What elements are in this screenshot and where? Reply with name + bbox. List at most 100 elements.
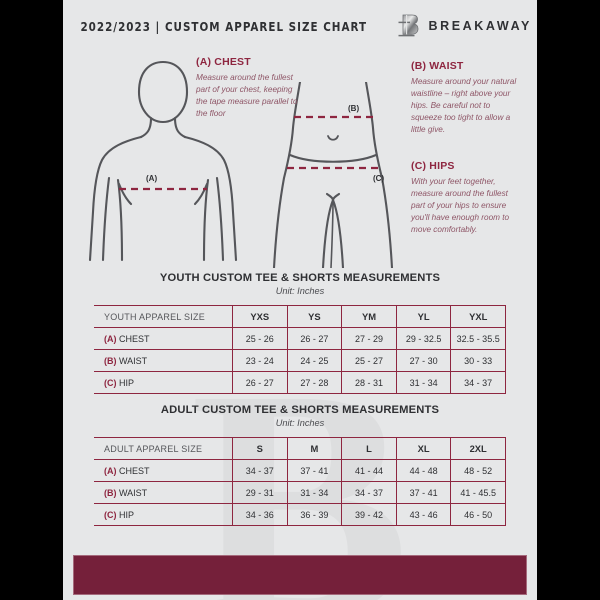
lower-body-hips-figure (272, 82, 394, 268)
youth-row-header-label: YOUTH APPAREL SIZE (94, 305, 233, 328)
adult-cell-1-1: 31 - 34 (287, 481, 343, 504)
youth-section-head: YOUTH CUSTOM TEE & SHORTS MEASUREMENTS U… (63, 272, 537, 296)
waist-heading: (B) WAIST (411, 60, 464, 72)
adult-col-1: M (287, 437, 343, 460)
adult-cell-1-3: 37 - 41 (396, 481, 452, 504)
youth-cell-2-2: 28 - 31 (341, 371, 397, 394)
table-row: (C) HIP 34 - 36 36 - 39 39 - 42 43 - 46 … (94, 503, 506, 526)
youth-cell-1-4: 30 - 33 (450, 349, 506, 372)
row-label: WAIST (119, 355, 148, 366)
youth-section: YOUTH CUSTOM TEE & SHORTS MEASUREMENTS U… (63, 272, 537, 394)
row-label: HIP (119, 509, 135, 520)
adult-col-2: L (341, 437, 397, 460)
youth-cell-0-2: 27 - 29 (341, 327, 397, 350)
adult-cell-0-2: 41 - 44 (341, 459, 397, 482)
youth-cell-0-0: 25 - 26 (232, 327, 288, 350)
youth-cell-0-1: 26 - 27 (287, 327, 343, 350)
youth-size-table: YOUTH APPAREL SIZE YXS YS YM YL YXL (A) … (94, 305, 506, 394)
size-chart-page: B 2022/2023 | CUSTOM APPAREL SIZE CHART (63, 0, 537, 600)
youth-cell-0-3: 29 - 32.5 (396, 327, 452, 350)
waist-instructions: (B) WAIST Measure around your natural wa… (411, 60, 523, 135)
youth-cell-1-3: 27 - 30 (396, 349, 452, 372)
brand-name: BREAKAWAY (428, 19, 532, 33)
breakaway-b-monogram-icon (398, 14, 419, 37)
youth-col-1: YS (287, 305, 343, 328)
adult-cell-1-0: 29 - 31 (232, 481, 288, 504)
youth-col-2: YM (341, 305, 397, 328)
youth-cell-0-4: 32.5 - 35.5 (450, 327, 506, 350)
youth-cell-1-1: 24 - 25 (287, 349, 343, 372)
table-row: (A) CHEST 34 - 37 37 - 41 41 - 44 44 - 4… (94, 459, 506, 482)
adult-cell-0-0: 34 - 37 (232, 459, 288, 482)
adult-col-0: S (232, 437, 288, 460)
chest-marker-label: (A) (146, 174, 158, 183)
adult-title: ADULT CUSTOM TEE & SHORTS MEASUREMENTS (160, 404, 440, 416)
adult-cell-0-4: 48 - 52 (450, 459, 506, 482)
page-header: 2022/2023 | CUSTOM APPAREL SIZE CHART BR… (63, 0, 537, 52)
row-label: CHEST (119, 465, 150, 476)
youth-cell-2-3: 31 - 34 (396, 371, 452, 394)
youth-row-0-label: (A) CHEST (94, 327, 233, 350)
adult-cell-2-4: 46 - 50 (450, 503, 506, 526)
waist-marker-label: (B) (348, 104, 360, 113)
upper-body-torso-figure (88, 60, 238, 262)
adult-cell-1-4: 41 - 45.5 (450, 481, 506, 504)
youth-col-0: YXS (232, 305, 288, 328)
row-tag: (A) (104, 333, 117, 344)
adult-row-header-label: ADULT APPAREL SIZE (94, 437, 233, 460)
table-row: (A) CHEST 25 - 26 26 - 27 27 - 29 29 - 3… (94, 327, 506, 350)
table-header-row: YOUTH APPAREL SIZE YXS YS YM YL YXL (94, 305, 506, 328)
table-row: (C) HIP 26 - 27 27 - 28 28 - 31 31 - 34 … (94, 371, 506, 394)
youth-col-4: YXL (450, 305, 506, 328)
adult-unit: Unit: Inches (275, 418, 325, 428)
bottom-banner (73, 555, 527, 595)
adult-cell-0-1: 37 - 41 (287, 459, 343, 482)
adult-section-head: ADULT CUSTOM TEE & SHORTS MEASUREMENTS U… (63, 404, 537, 428)
adult-cell-0-3: 44 - 48 (396, 459, 452, 482)
adult-cell-2-3: 43 - 46 (396, 503, 452, 526)
chest-heading: (A) CHEST (196, 56, 251, 68)
adult-cell-2-1: 36 - 39 (287, 503, 343, 526)
youth-row-2-label: (C) HIP (94, 371, 233, 394)
chest-description: Measure around the fullest part of your … (196, 73, 298, 118)
page-title: 2022/2023 | CUSTOM APPAREL SIZE CHART (80, 18, 368, 34)
adult-row-2-label: (C) HIP (94, 503, 233, 526)
adult-cell-2-0: 34 - 36 (232, 503, 288, 526)
youth-cell-1-2: 25 - 27 (341, 349, 397, 372)
youth-cell-2-4: 34 - 37 (450, 371, 506, 394)
row-label: HIP (119, 377, 135, 388)
youth-unit: Unit: Inches (275, 286, 325, 296)
chest-instructions: (A) CHEST Measure around the fullest par… (196, 56, 304, 120)
hips-heading: (C) HIPS (411, 160, 455, 172)
measurement-diagram: (A) (B) (C) (63, 52, 537, 268)
adult-col-3: XL (396, 437, 452, 460)
adult-col-4: 2XL (450, 437, 506, 460)
hips-instructions: (C) HIPS With your feet together, measur… (411, 160, 523, 235)
table-row: (B) WAIST 23 - 24 24 - 25 25 - 27 27 - 3… (94, 349, 506, 372)
adult-cell-1-2: 34 - 37 (341, 481, 397, 504)
hips-marker-label: (C) (373, 174, 385, 183)
youth-col-3: YL (396, 305, 452, 328)
row-tag: (C) (104, 509, 117, 520)
adult-section: ADULT CUSTOM TEE & SHORTS MEASUREMENTS U… (63, 404, 537, 526)
brand-logo: BREAKAWAY (397, 13, 532, 39)
row-tag: (B) (104, 355, 117, 366)
youth-cell-1-0: 23 - 24 (232, 349, 288, 372)
adult-row-1-label: (B) WAIST (94, 481, 233, 504)
hips-description: With your feet together, measure around … (411, 177, 510, 234)
youth-cell-2-1: 27 - 28 (287, 371, 343, 394)
row-label: WAIST (119, 487, 148, 498)
row-tag: (C) (104, 377, 117, 388)
row-label: CHEST (119, 333, 150, 344)
adult-size-table: ADULT APPAREL SIZE S M L XL 2XL (A) CHES… (94, 437, 506, 526)
row-tag: (B) (104, 487, 117, 498)
row-tag: (A) (104, 465, 117, 476)
table-row: (B) WAIST 29 - 31 31 - 34 34 - 37 37 - 4… (94, 481, 506, 504)
waist-description: Measure around your natural waistline – … (411, 77, 517, 134)
table-header-row: ADULT APPAREL SIZE S M L XL 2XL (94, 437, 506, 460)
adult-row-0-label: (A) CHEST (94, 459, 233, 482)
adult-cell-2-2: 39 - 42 (341, 503, 397, 526)
youth-row-1-label: (B) WAIST (94, 349, 233, 372)
youth-title: YOUTH CUSTOM TEE & SHORTS MEASUREMENTS (159, 272, 441, 284)
youth-cell-2-0: 26 - 27 (232, 371, 288, 394)
